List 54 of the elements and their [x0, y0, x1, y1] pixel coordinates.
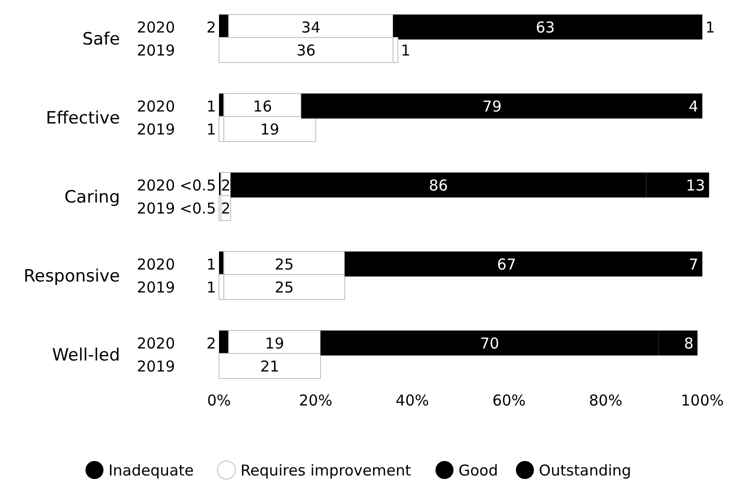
y-tick-label: 2019 — [136, 199, 175, 218]
data-label: 8 — [684, 334, 694, 352]
data-label: 63 — [536, 18, 555, 36]
data-label: 1 — [206, 97, 216, 116]
data-label: 2 — [220, 176, 231, 194]
data-label: 21 — [260, 357, 280, 376]
text: Well-led — [52, 345, 120, 366]
text: Responsive — [24, 266, 120, 286]
data-label: 79 — [482, 97, 502, 116]
data-label: 70 — [480, 334, 500, 352]
data-label: 1 — [400, 41, 410, 60]
text: Effective — [46, 108, 120, 128]
data-label: 1 — [206, 255, 216, 274]
y-tick-label: 2019 — [136, 120, 175, 138]
x-tick-label: 100% — [680, 391, 724, 410]
data-label: 7 — [688, 255, 698, 274]
legend-label: Outstanding — [538, 461, 632, 480]
data-label: 19 — [260, 120, 280, 138]
data-label: 1 — [705, 18, 715, 36]
data-label: 2 — [206, 18, 216, 36]
data-label: <0.5 — [180, 176, 216, 194]
legend-label: Good — [458, 461, 498, 480]
y-tick-label: 2020 — [136, 18, 175, 36]
y-tick-label: 2019 — [136, 41, 175, 60]
y-tick-label: 2019 — [136, 357, 175, 376]
data-label: 34 — [301, 18, 320, 36]
data-label: 2 — [220, 199, 231, 218]
x-tick-label: 40% — [396, 391, 430, 410]
data-label: 1 — [206, 278, 216, 296]
data-label: 1 — [206, 120, 216, 138]
text: Safe — [82, 29, 120, 50]
x-tick-label: 0% — [207, 391, 231, 410]
data-label: 25 — [274, 255, 294, 274]
data-label: 36 — [296, 41, 316, 60]
data-label: 67 — [497, 255, 516, 274]
y-tick-label: 2020 — [136, 255, 175, 274]
data-label: 16 — [252, 97, 272, 116]
data-label: 19 — [265, 334, 284, 352]
data-label: 86 — [428, 176, 448, 194]
data-label: 4 — [688, 97, 698, 116]
y-tick-label: 2020 — [136, 334, 175, 352]
text: Caring — [64, 187, 120, 208]
y-tick-label: 2019 — [136, 278, 175, 296]
x-tick-label: 60% — [492, 391, 526, 410]
data-label: 13 — [686, 176, 706, 194]
x-tick-label: 80% — [588, 391, 622, 410]
data-label: <0.5 — [180, 199, 216, 218]
y-tick-label: 2020 — [136, 97, 175, 116]
legend-label: Inadequate — [108, 461, 194, 480]
y-tick-label: 2020 — [136, 176, 175, 194]
legend-label: Requires improvement — [240, 461, 412, 480]
data-label: 2 — [206, 334, 216, 352]
x-tick-label: 20% — [298, 391, 332, 410]
data-label: 25 — [274, 278, 294, 296]
